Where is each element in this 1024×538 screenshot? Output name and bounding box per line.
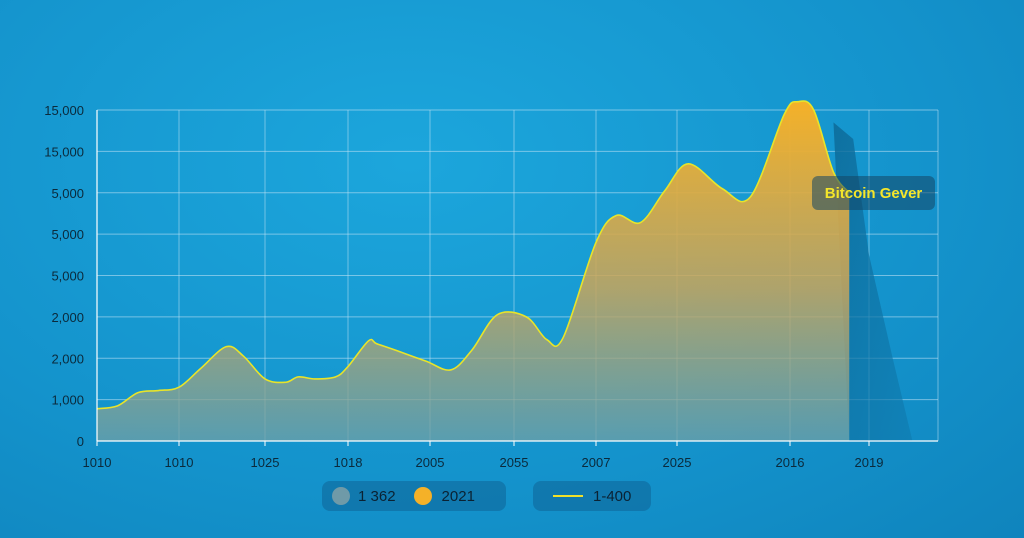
y-tick-label: 15,000 <box>44 103 84 118</box>
legend-swatch-1 <box>332 487 350 505</box>
x-tick-label: 2055 <box>500 455 529 470</box>
legend-line-swatch <box>553 495 583 497</box>
y-tick-label: 5,000 <box>51 227 84 242</box>
x-tick-label: 2016 <box>776 455 805 470</box>
legend-group-2: 1-400 <box>533 481 651 511</box>
legend-label-3: 1-400 <box>593 487 632 505</box>
series-line-2021 <box>96 100 850 410</box>
y-tick-label: 15,000 <box>44 144 84 159</box>
x-tick-label: 2007 <box>582 455 611 470</box>
x-tick-label: 2025 <box>663 455 692 470</box>
x-tick-label: 1010 <box>165 455 194 470</box>
legend-label-2: 2021 <box>441 487 475 505</box>
x-tick-label: 1025 <box>251 455 280 470</box>
legend-swatch-2 <box>413 487 432 505</box>
y-tick-label: 5,000 <box>51 269 84 284</box>
annotation-label: Bitcoin Gever <box>812 176 935 210</box>
y-tick-label: 2,000 <box>51 310 84 325</box>
annotation-text: Bitcoin Gever <box>824 184 923 202</box>
y-tick-label: 1,000 <box>51 393 84 408</box>
y-tick-label: 2,000 <box>51 351 84 366</box>
series-area-2021 <box>97 100 850 442</box>
legend-group-1: 1 362 2021 <box>322 481 506 511</box>
y-tick-label: 5,000 <box>51 186 84 201</box>
legend-label-1: 1 362 <box>358 487 396 505</box>
x-tick-label: 2019 <box>855 455 884 470</box>
x-tick-label: 1018 <box>334 455 363 470</box>
y-tick-label: 0 <box>77 434 84 449</box>
x-tick-label: 1010 <box>83 455 112 470</box>
x-tick-label: 2005 <box>416 455 445 470</box>
